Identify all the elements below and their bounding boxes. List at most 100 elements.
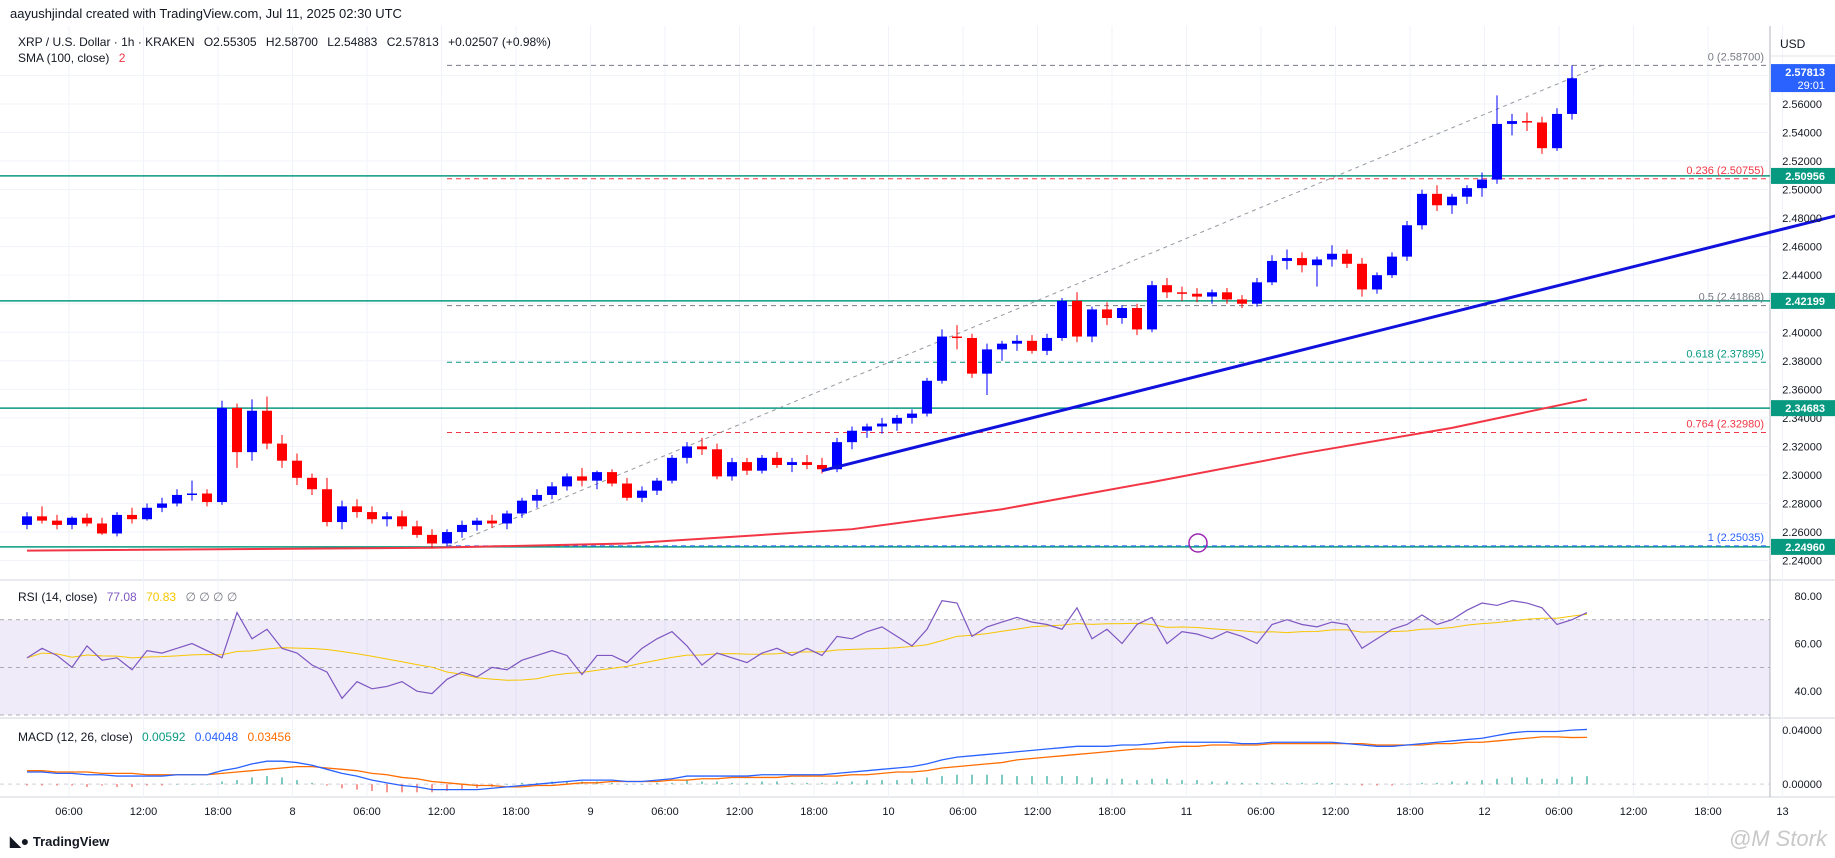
y-tick-label: 2.46000 (1782, 242, 1822, 254)
macd-histogram-bar (311, 782, 313, 785)
candle-up (847, 430, 857, 443)
candle-up (592, 472, 602, 481)
macd-line (27, 728, 1588, 791)
fib-diagonal-line (446, 64, 1603, 547)
candle-up (1117, 308, 1127, 318)
candle-up (562, 476, 572, 487)
chart-attribution: aayushjindal created with TradingView.co… (10, 6, 402, 21)
candle-down (307, 477, 317, 490)
candle-up (652, 480, 662, 491)
macd-histogram-bar (1151, 778, 1153, 785)
y-tick-label: 2.26000 (1782, 527, 1822, 539)
candle-down (1357, 263, 1367, 290)
macd-histogram-bar (266, 776, 268, 785)
y-tick-label: 2.32000 (1782, 441, 1822, 453)
candle-up (1462, 188, 1472, 197)
candle-up (157, 503, 167, 508)
macd-histogram-bar (356, 784, 358, 790)
macd-legend[interactable]: MACD (12, 26, close) 0.00592 0.04048 0.0… (18, 730, 291, 744)
candle-up (547, 486, 557, 495)
macd-histogram-bar (1511, 777, 1513, 785)
macd-histogram-bar (56, 784, 58, 786)
macd-histogram-bar (521, 782, 523, 785)
candle-up (337, 506, 347, 523)
last-price-tag (1771, 64, 1835, 93)
candle-up (877, 423, 887, 427)
candle-up (247, 410, 257, 453)
macd-histogram-bar (86, 784, 88, 787)
macd-histogram-bar (776, 781, 778, 785)
candle-up (142, 507, 152, 520)
macd-histogram-bar (446, 784, 448, 791)
candle-down (1072, 300, 1082, 337)
macd-histogram-bar (1346, 784, 1348, 785)
macd-histogram-bar (1241, 782, 1243, 785)
macd-histogram-bar (971, 774, 973, 785)
candle-up (1477, 179, 1487, 189)
candle-up (1282, 258, 1292, 261)
symbol-name: XRP / U.S. Dollar · 1h · KRAKEN (18, 35, 195, 49)
rsi-label: RSI (14, close) (18, 590, 98, 604)
tradingview-logo[interactable]: ◣● TradingView (10, 833, 109, 850)
candle-down (622, 483, 632, 498)
price-pane[interactable]: 0 (2.58700) 0.236 (2.50755) 0.5 (2.41868) 0… (0, 51, 1835, 553)
candle-up (922, 380, 932, 414)
y-tick-label: 2.36000 (1782, 384, 1822, 396)
chart-canvas[interactable]: 0 (2.58700)0.236 (2.50755)0.5 (2.41868)0… (0, 26, 1835, 846)
fib-level-label: 0.764 (2.32980) (1686, 418, 1764, 430)
x-tick-label: 18:00 (1694, 806, 1722, 818)
symbol-legend[interactable]: XRP / U.S. Dollar · 1h · KRAKEN O2.55305… (18, 35, 551, 49)
candle-up (217, 407, 227, 503)
macd-histogram-bar (1556, 778, 1558, 785)
support-level-tag (1771, 400, 1835, 417)
candle-down (1222, 292, 1232, 300)
x-tick-label: 18:00 (502, 806, 530, 818)
x-tick-label: 12:00 (1024, 806, 1052, 818)
candle-up (757, 457, 767, 471)
y-tick-label: 2.30000 (1782, 470, 1822, 482)
x-tick-label: 06:00 (1545, 806, 1573, 818)
candle-up (1447, 196, 1457, 206)
macd-histogram-bar (671, 782, 673, 785)
x-tick-label: 13 (1776, 806, 1788, 818)
macd-histogram-bar (1076, 776, 1078, 785)
macd-value: 0.04048 (194, 730, 239, 744)
macd-y-tick: 0.04000 (1782, 725, 1822, 737)
candle-down (967, 337, 977, 374)
candle-down (577, 476, 587, 481)
x-tick-label: 18:00 (800, 806, 828, 818)
macd-histogram-bar (641, 784, 643, 785)
rsi-value: 77.08 (106, 590, 137, 604)
macd-histogram-bar (941, 776, 943, 785)
support-level-tag (1771, 167, 1835, 184)
x-tick-label: 12 (1478, 806, 1490, 818)
y-tick-label: 2.44000 (1782, 270, 1822, 282)
sma-legend[interactable]: SMA (100, close) 2 (18, 51, 125, 65)
candle-up (832, 442, 842, 470)
rsi-pane[interactable] (0, 600, 1770, 716)
fib-level-label: 0.618 (2.37895) (1686, 348, 1764, 360)
macd-histogram-bar (1436, 782, 1438, 785)
trend-line (821, 214, 1835, 473)
y-tick-label: 2.50000 (1782, 185, 1822, 197)
macd-histogram-bar (1016, 776, 1018, 785)
macd-histogram-bar (761, 781, 763, 785)
macd-histogram-bar (1271, 782, 1273, 785)
candle-down (1162, 285, 1172, 293)
brand-name: TradingView (32, 834, 110, 849)
ohlc-low: L2.54883 (327, 35, 378, 49)
macd-label: MACD (12, 26, close) (18, 730, 133, 744)
flash-icon[interactable] (1188, 533, 1208, 553)
macd-histogram-bar (1166, 778, 1168, 785)
macd-pane[interactable] (0, 728, 1770, 793)
candle-up (67, 517, 77, 525)
x-tick-label: 06:00 (1247, 806, 1275, 818)
currency-label: USD (1780, 37, 1806, 51)
macd-histogram-bar (686, 780, 688, 785)
candle-down (292, 460, 302, 478)
rsi-legend[interactable]: RSI (14, close) 77.08 70.83 ∅ ∅ ∅ ∅ (18, 590, 237, 604)
candle-up (172, 494, 182, 504)
candle-up (937, 336, 947, 381)
candle-down (427, 534, 437, 544)
macd-histogram-bar (41, 784, 43, 786)
